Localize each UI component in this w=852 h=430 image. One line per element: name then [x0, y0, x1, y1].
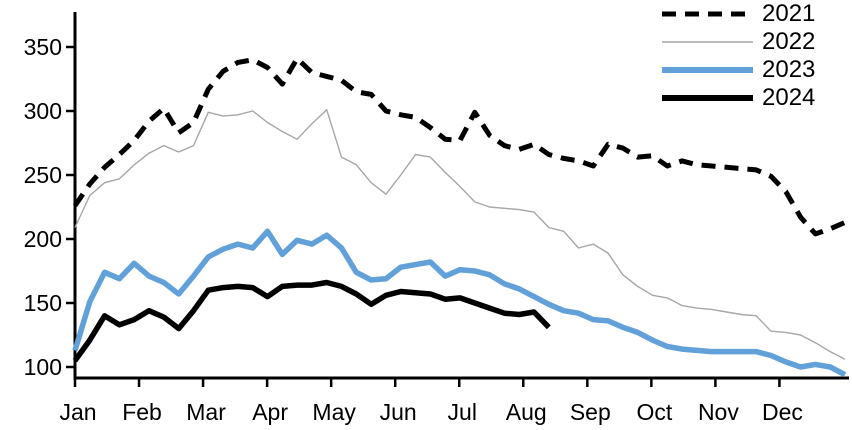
y-tick-label: 150: [24, 290, 62, 316]
y-tick-label: 100: [24, 354, 62, 380]
legend-label: 2024: [762, 84, 816, 111]
legend-entry-2021: 2021: [660, 0, 815, 28]
legend-entry-2024: 2024: [660, 84, 815, 112]
legend-entry-2022: 2022: [660, 28, 815, 56]
y-tick-label: 350: [24, 34, 62, 60]
legend-swatch-2024: [662, 95, 753, 101]
x-tick-label: Apr: [252, 399, 288, 425]
y-tick-label: 200: [24, 226, 62, 252]
x-tick-label: Aug: [506, 399, 547, 425]
series-2023-line: [72, 228, 847, 378]
x-tick-label: Jun: [380, 399, 417, 425]
legend-swatch-2022: [662, 41, 753, 43]
legend-label: 2021: [762, 0, 816, 27]
legend-label: 2023: [762, 56, 816, 83]
x-tick-label: Feb: [122, 399, 162, 425]
x-tick-label: May: [312, 399, 356, 425]
legend: 2021 2022 2023 2024: [660, 0, 815, 112]
y-tick-label: 250: [24, 162, 62, 188]
x-tick-label: Oct: [636, 399, 672, 425]
y-tick-label: 300: [24, 98, 62, 124]
x-tick-label: Jul: [448, 399, 477, 425]
x-tick-label: Sep: [570, 399, 611, 425]
axes: 100 150 200 250 300 350 Jan Feb Mar Apr May Jun Jul A…: [24, 12, 849, 425]
legend-label: 2022: [762, 28, 816, 55]
x-tick-label: Jan: [59, 399, 96, 425]
legend-entry-2023: 2023: [660, 56, 815, 84]
series-2022-line: [74, 108, 846, 360]
legend-swatch-2021: [662, 11, 753, 17]
x-tick-label: Dec: [762, 399, 803, 425]
x-tick-label: Nov: [698, 399, 739, 425]
legend-swatch-2023: [662, 67, 753, 73]
series-2024-line: [72, 279, 551, 363]
x-tick-label: Mar: [186, 399, 226, 425]
